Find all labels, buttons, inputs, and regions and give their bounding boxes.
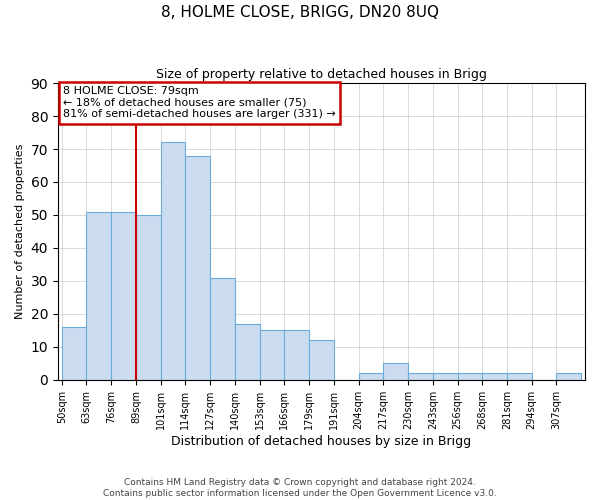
Bar (507, 374, 532, 380)
Bar (359, 374, 383, 380)
Bar (210, 278, 235, 380)
Bar (482, 374, 507, 380)
Bar (260, 330, 284, 380)
Bar (235, 324, 260, 380)
Bar (309, 340, 334, 380)
Bar (86, 212, 111, 380)
Bar (383, 364, 408, 380)
Bar (111, 212, 136, 380)
Text: Contains HM Land Registry data © Crown copyright and database right 2024.
Contai: Contains HM Land Registry data © Crown c… (103, 478, 497, 498)
Bar (556, 374, 581, 380)
Bar (161, 142, 185, 380)
Title: Size of property relative to detached houses in Brigg: Size of property relative to detached ho… (156, 68, 487, 80)
Text: 8, HOLME CLOSE, BRIGG, DN20 8UQ: 8, HOLME CLOSE, BRIGG, DN20 8UQ (161, 5, 439, 20)
Bar (458, 374, 482, 380)
Bar (62, 327, 86, 380)
Bar (185, 156, 210, 380)
Y-axis label: Number of detached properties: Number of detached properties (15, 144, 25, 319)
Bar (136, 215, 161, 380)
Bar (433, 374, 458, 380)
Bar (284, 330, 309, 380)
Bar (408, 374, 433, 380)
X-axis label: Distribution of detached houses by size in Brigg: Distribution of detached houses by size … (172, 434, 472, 448)
Text: 8 HOLME CLOSE: 79sqm
← 18% of detached houses are smaller (75)
81% of semi-detac: 8 HOLME CLOSE: 79sqm ← 18% of detached h… (63, 86, 336, 119)
